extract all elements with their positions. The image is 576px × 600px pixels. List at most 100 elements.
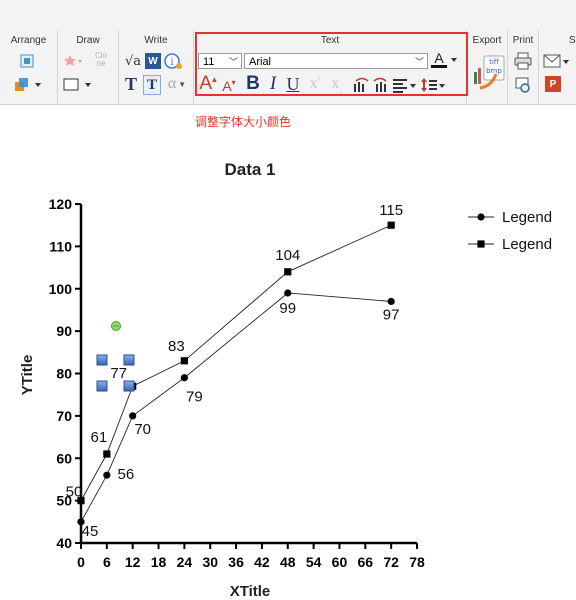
clone-icon[interactable]: Clo ne	[86, 50, 116, 70]
selection-handles	[96, 321, 135, 392]
x-tick-label: 24	[177, 554, 193, 570]
font-color-icon[interactable]: A	[430, 50, 460, 70]
write-group-title: Write	[144, 35, 168, 46]
increase-font-size-icon[interactable]: A ▴	[199, 73, 217, 94]
data-point[interactable]	[180, 374, 188, 382]
text-rotate-left-icon[interactable]	[352, 76, 370, 94]
font-name-dropdown[interactable]: Arial ﹀	[244, 53, 428, 69]
text-tool-icon[interactable]: T	[124, 73, 137, 94]
resize-handle[interactable]	[96, 354, 108, 366]
equation-glyph: √a	[124, 53, 142, 69]
export-tiff-label: tiff	[489, 58, 499, 66]
x-axis-title: XTitle	[230, 583, 271, 600]
clone-label-top: Clo	[94, 51, 107, 60]
data-point[interactable]	[387, 221, 395, 229]
y-axis-title: YTitle	[19, 355, 36, 396]
arrange-layers-icon[interactable]	[14, 76, 44, 94]
draw-group: Draw Clo ne	[58, 30, 119, 104]
y-tick-label: 90	[56, 323, 72, 339]
y-tick-label: 70	[56, 408, 72, 424]
data-label: 79	[186, 389, 203, 406]
data-label: 56	[118, 466, 135, 483]
data-label: 99	[279, 300, 296, 317]
save-group: Sa P	[539, 30, 576, 104]
text-box-tool-icon[interactable]: T	[143, 75, 161, 95]
arrange-group-title: Arrange	[10, 35, 47, 46]
y-tick-label: 50	[56, 493, 72, 509]
export-bmp-label: bmp	[486, 67, 502, 75]
draw-group-title: Draw	[76, 35, 100, 46]
bold-icon[interactable]: B	[246, 73, 260, 94]
print-group: Print	[508, 30, 539, 104]
data-point[interactable]	[180, 357, 188, 365]
data-label: 104	[275, 247, 300, 264]
series-line[interactable]	[80, 292, 392, 523]
svg-text:A: A	[434, 50, 444, 66]
x-tick-label: 60	[332, 554, 348, 570]
data-point[interactable]	[103, 471, 111, 479]
legend-entry-label[interactable]: Legend	[502, 209, 552, 226]
print-group-title: Print	[512, 35, 534, 46]
email-icon[interactable]	[543, 52, 571, 70]
ribbon-toolbar: Arrange Draw Clo ne Write √a W i	[0, 0, 576, 105]
italic-icon[interactable]: I	[269, 73, 277, 94]
legend-entry-label[interactable]: Legend	[502, 236, 552, 253]
x-tick-label: 6	[103, 554, 111, 570]
equation-icon[interactable]: √a	[123, 52, 143, 70]
y-tick-label: 100	[49, 281, 73, 297]
print-preview-icon[interactable]	[514, 76, 532, 94]
data-point[interactable]	[77, 497, 85, 505]
export-group-title: Export	[472, 35, 502, 46]
x-tick-label: 78	[409, 554, 425, 570]
underline-icon[interactable]: U	[286, 73, 300, 94]
powerpoint-icon[interactable]: P	[545, 76, 561, 92]
arrange-front-icon[interactable]	[18, 52, 36, 70]
export-image-icon[interactable]: tiff bmp	[470, 50, 506, 94]
data-label: 50	[66, 484, 83, 501]
annotation-label: 调整字体大小颜色	[195, 115, 292, 129]
data-point[interactable]	[387, 297, 395, 306]
resize-handle[interactable]	[123, 354, 135, 366]
data-point[interactable]	[103, 450, 111, 458]
symbol-alpha-icon[interactable]: α ▼	[167, 75, 187, 92]
data-point[interactable]	[129, 412, 137, 420]
rectangle-shape-icon[interactable]	[62, 76, 96, 94]
data-label: 45	[82, 523, 99, 540]
x-tick-label: 0	[77, 554, 85, 570]
svg-text:i: i	[170, 57, 173, 68]
resize-handle[interactable]	[123, 380, 135, 392]
line-chart[interactable]: Data 1 XTitle YTitle 4050607080901001101…	[0, 140, 576, 600]
y-tick-label: 40	[56, 535, 72, 551]
data-point[interactable]	[284, 268, 292, 276]
printer-icon[interactable]	[514, 52, 532, 70]
font-name-chevron-down-icon: ﹀	[414, 57, 424, 67]
legend-marker	[477, 213, 485, 221]
x-tick-label: 18	[151, 554, 167, 570]
data-label: 97	[383, 306, 400, 323]
chart-legend: Legend Legend	[468, 209, 552, 253]
data-label: 70	[134, 421, 151, 438]
data-point[interactable]	[284, 289, 292, 297]
series-line[interactable]	[80, 224, 392, 501]
text-rotate-right-icon[interactable]	[372, 76, 390, 94]
legend-marker	[477, 240, 485, 248]
info-icon[interactable]: i	[164, 52, 190, 70]
data-point[interactable]	[77, 518, 85, 526]
word-icon[interactable]: W	[145, 53, 161, 69]
decrease-font-size-icon[interactable]: A ▾	[222, 77, 236, 95]
data-label: 115	[379, 202, 403, 219]
font-size-dropdown[interactable]: 11 ﹀	[198, 53, 242, 69]
resize-handle[interactable]	[96, 380, 108, 392]
line-spacing-icon[interactable]	[420, 76, 446, 94]
text-group-title: Text	[320, 35, 340, 46]
draw-shape-icon[interactable]	[62, 52, 84, 70]
write-group: Write √a W i T T α ▼	[119, 30, 194, 104]
text-align-icon[interactable]	[392, 76, 418, 94]
arrange-group: Arrange	[0, 30, 58, 104]
data-label: 61	[91, 429, 108, 446]
word-glyph: W	[148, 55, 158, 67]
font-size-value: 11	[203, 56, 215, 68]
data-label: 77	[110, 365, 127, 382]
